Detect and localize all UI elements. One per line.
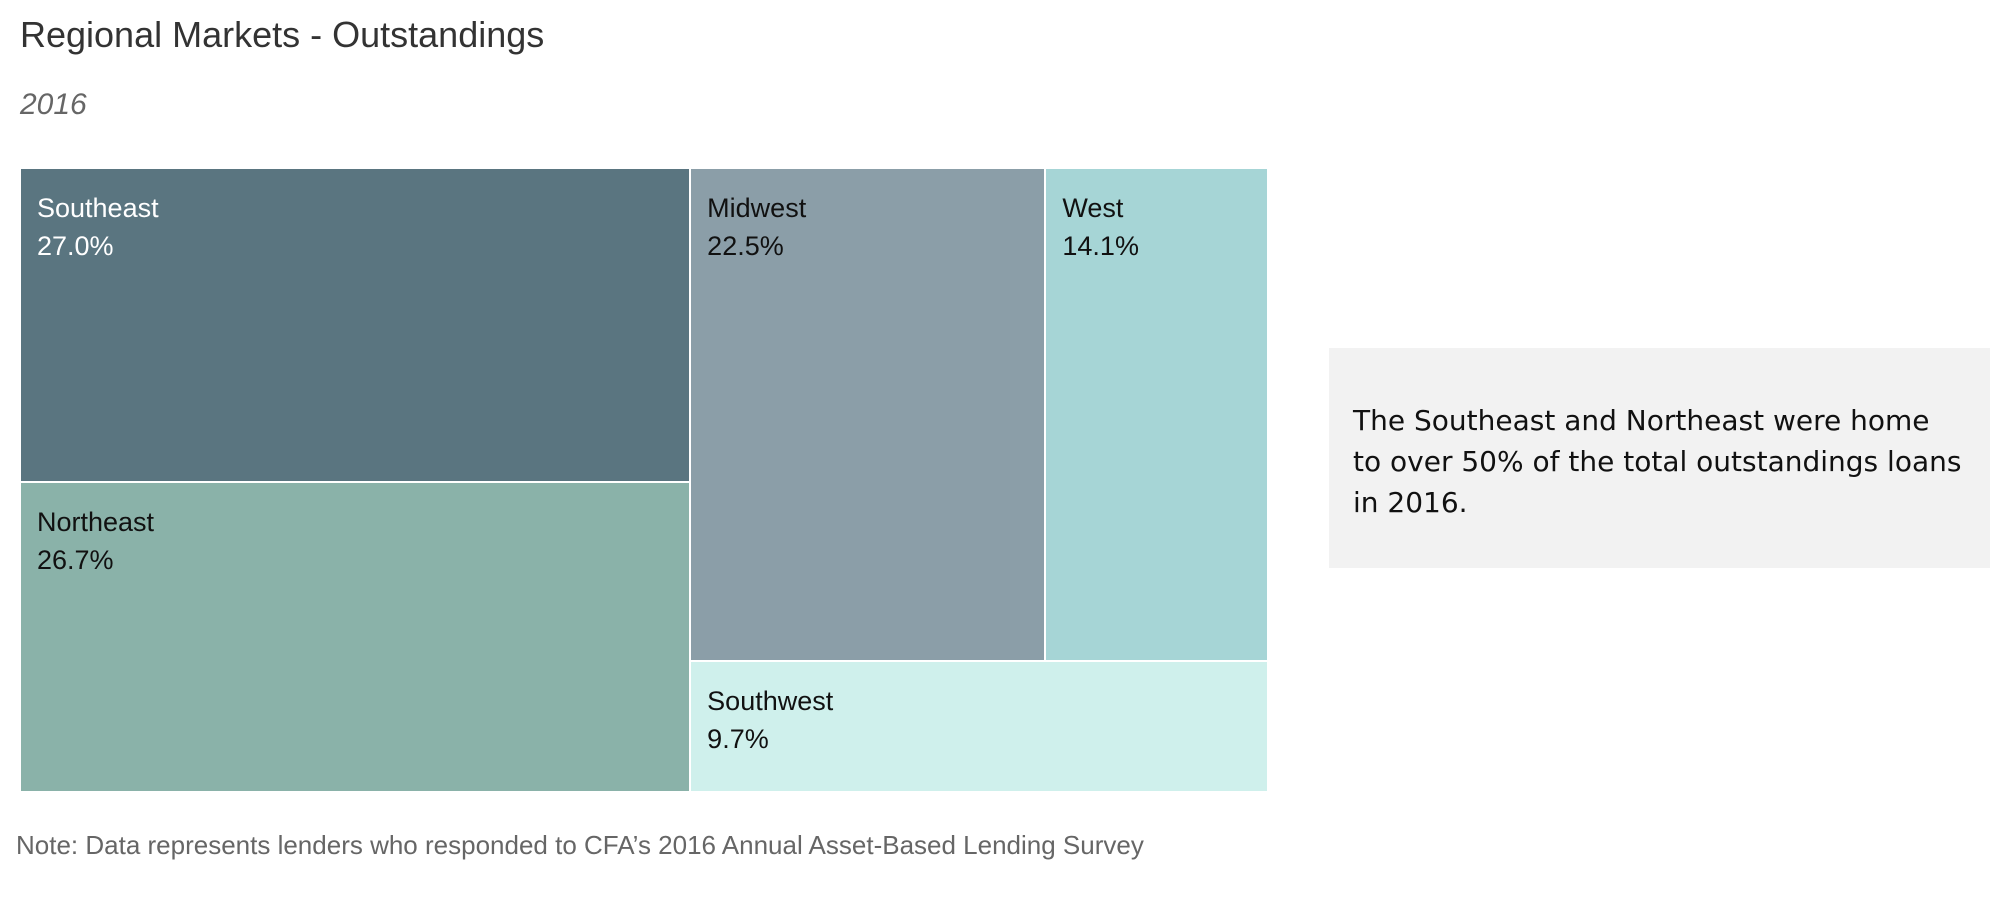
callout-box: The Southeast and Northeast were home to… (1329, 348, 1990, 568)
treemap-tile-northeast: Northeast 26.7% (20, 481, 691, 792)
tile-value-northeast: 26.7% (37, 544, 114, 575)
tile-value-midwest: 22.5% (707, 231, 784, 261)
treemap-tile-southwest: Southwest 9.7% (690, 661, 1268, 792)
tile-label-northeast: Northeast (37, 506, 155, 537)
tile-value-southeast: 27.0% (37, 231, 114, 261)
treemap-chart: Southeast 27.0% Northeast 26.7% Midwest 22.5%… (20, 168, 1268, 792)
tile-value-southwest: 9.7% (707, 724, 769, 755)
treemap-tile-southeast: Southeast 27.0% (20, 168, 691, 482)
treemap-tile-west: West 14.1% (1045, 168, 1268, 662)
chart-title: Regional Markets - Outstandings (20, 14, 545, 55)
tile-label-southeast: Southeast (37, 193, 159, 223)
callout-text: The Southeast and Northeast were home to… (1353, 404, 1962, 519)
tile-label-midwest: Midwest (707, 193, 807, 223)
tile-value-west: 14.1% (1062, 231, 1139, 261)
footnote: Note: Data represents lenders who respon… (16, 830, 1144, 860)
tile-label-southwest: Southwest (707, 686, 834, 717)
tile-label-west: West (1062, 193, 1124, 223)
chart-subtitle: 2016 (20, 88, 87, 121)
treemap-tile-midwest: Midwest 22.5% (690, 168, 1046, 662)
